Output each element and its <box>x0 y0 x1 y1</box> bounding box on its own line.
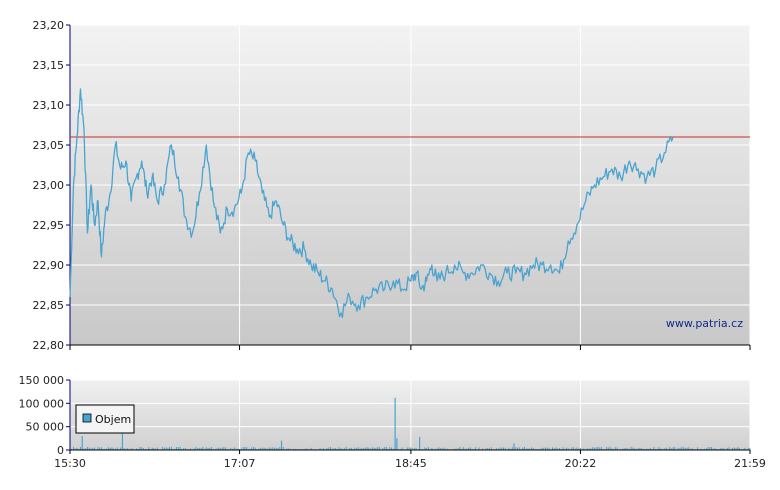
price-y-tick-label: 23,00 <box>33 179 65 192</box>
volume-y-tick-label: 0 <box>57 444 64 457</box>
volume-y-tick-label: 50 000 <box>26 421 65 434</box>
price-y-tick-label: 23,20 <box>33 19 65 32</box>
price-y-tick-label: 22,85 <box>33 299 65 312</box>
x-tick-label: 17:07 <box>224 457 256 470</box>
x-tick-label: 21:59 <box>734 457 766 470</box>
price-y-tick-label: 22,80 <box>33 339 65 352</box>
volume-panel: 0 50 000 100 000 150 000 15:30 17:07 18:45 20:2… <box>19 374 766 470</box>
price-y-tick-label: 22,90 <box>33 259 65 272</box>
x-tick-label: 18:45 <box>395 457 427 470</box>
x-tick-label: 15:30 <box>54 457 86 470</box>
legend-swatch <box>82 413 92 423</box>
x-tick-label: 20:22 <box>565 457 597 470</box>
volume-plot-background <box>70 380 750 450</box>
price-panel: 22,80 22,85 22,90 22,95 23,00 23,05 23,10 23,15… <box>33 19 751 352</box>
price-y-tick-label: 22,95 <box>33 219 65 232</box>
price-y-tick-label: 23,10 <box>33 99 65 112</box>
legend-label: Objem <box>95 413 131 426</box>
volume-y-tick-label: 150 000 <box>19 374 65 387</box>
volume-legend: Objem <box>75 404 135 434</box>
price-series-line <box>69 88 674 319</box>
volume-y-tick-label: 100 000 <box>19 397 65 410</box>
watermark-text: www.patria.cz <box>666 317 743 330</box>
price-y-tick-label: 23,05 <box>33 139 65 152</box>
price-y-tick-label: 23,15 <box>33 59 65 72</box>
